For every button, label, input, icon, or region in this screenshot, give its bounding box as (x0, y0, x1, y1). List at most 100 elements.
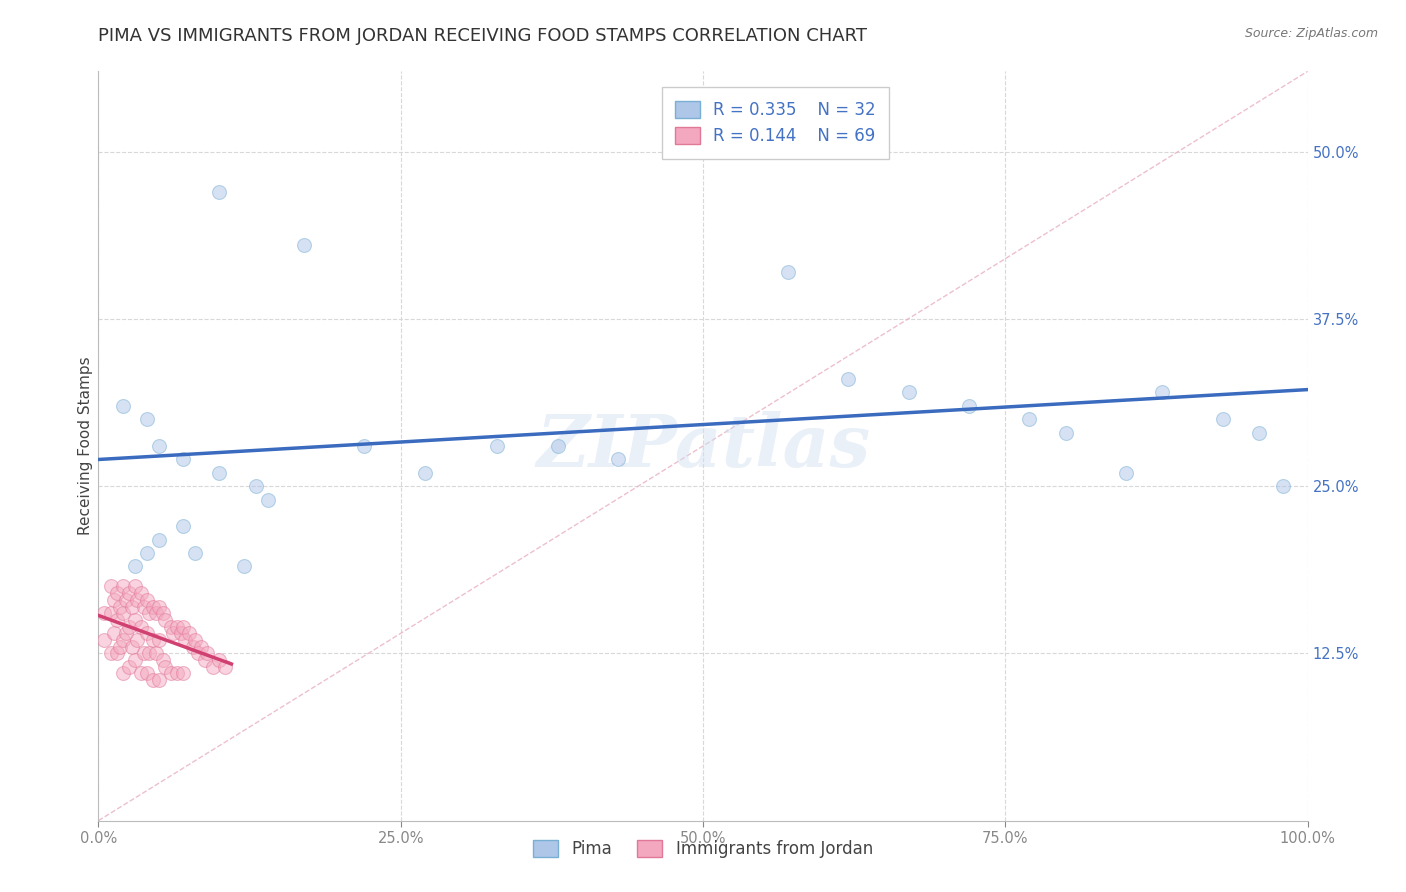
Point (1152, 385, 1174, 400)
Point (148, 439, 170, 453)
Point (121, 599, 143, 614)
Point (108, 599, 131, 614)
Point (292, 238, 315, 252)
Point (148, 673, 170, 688)
Point (208, 653, 231, 667)
Point (208, 185, 231, 199)
Point (152, 607, 174, 621)
Point (124, 580, 146, 594)
Point (103, 626, 125, 640)
Point (118, 660, 141, 674)
Point (1249, 425, 1271, 440)
Point (172, 452, 194, 467)
Point (118, 586, 141, 600)
Point (486, 439, 509, 453)
Point (166, 620, 188, 634)
Point (153, 660, 176, 674)
Point (129, 586, 152, 600)
Point (179, 626, 201, 640)
Point (184, 633, 207, 648)
Point (145, 646, 167, 660)
Point (135, 626, 157, 640)
Point (111, 580, 134, 594)
Point (124, 653, 146, 667)
Point (1272, 479, 1295, 493)
Text: PIMA VS IMMIGRANTS FROM JORDAN RECEIVING FOOD STAMPS CORRELATION CHART: PIMA VS IMMIGRANTS FROM JORDAN RECEIVING… (98, 27, 868, 45)
Point (152, 653, 174, 667)
Point (121, 640, 143, 654)
Point (103, 593, 125, 607)
Point (105, 646, 128, 660)
Point (138, 607, 160, 621)
Point (195, 646, 218, 660)
Point (208, 466, 231, 480)
Point (134, 599, 156, 614)
Point (111, 666, 134, 681)
Point (135, 593, 157, 607)
Point (547, 439, 569, 453)
Point (111, 633, 134, 648)
Point (716, 145, 738, 159)
Point (115, 626, 138, 640)
Point (174, 633, 197, 648)
Point (169, 626, 191, 640)
Point (142, 633, 165, 648)
Point (111, 607, 134, 621)
Point (172, 519, 194, 533)
Y-axis label: Receiving Food Stamps: Receiving Food Stamps (77, 357, 93, 535)
Text: ZIPatlas: ZIPatlas (536, 410, 870, 482)
Point (1018, 412, 1040, 426)
Point (127, 593, 149, 607)
Point (105, 613, 128, 627)
Point (256, 492, 278, 507)
Point (115, 593, 138, 607)
Point (124, 559, 146, 574)
Point (187, 646, 209, 660)
Point (184, 546, 207, 560)
Point (135, 412, 157, 426)
Point (100, 646, 122, 660)
Point (1212, 412, 1234, 426)
Point (142, 599, 165, 614)
Point (837, 372, 859, 386)
Point (194, 653, 217, 667)
Point (105, 586, 128, 600)
Point (162, 626, 184, 640)
Point (153, 613, 176, 627)
Point (118, 620, 141, 634)
Point (172, 666, 194, 681)
Point (138, 646, 160, 660)
Point (1115, 466, 1137, 480)
Point (124, 613, 146, 627)
Point (353, 439, 375, 453)
Point (232, 559, 254, 574)
Point (108, 640, 131, 654)
Point (129, 620, 152, 634)
Point (93, 607, 115, 621)
Point (957, 399, 980, 413)
Point (135, 546, 157, 560)
Point (129, 666, 152, 681)
Point (172, 620, 194, 634)
Point (148, 533, 170, 547)
Point (897, 385, 920, 400)
Point (190, 640, 212, 654)
Point (181, 640, 204, 654)
Point (245, 479, 267, 493)
Point (148, 633, 170, 648)
Point (134, 646, 156, 660)
Legend: Pima, Immigrants from Jordan: Pima, Immigrants from Jordan (526, 833, 880, 864)
Point (127, 633, 149, 648)
Point (776, 265, 799, 279)
Point (148, 599, 170, 614)
Point (607, 452, 630, 467)
Point (142, 673, 165, 688)
Point (93, 633, 115, 648)
Text: Source: ZipAtlas.com: Source: ZipAtlas.com (1244, 27, 1378, 40)
Point (135, 666, 157, 681)
Point (100, 580, 122, 594)
Point (166, 666, 188, 681)
Point (145, 607, 167, 621)
Point (111, 399, 134, 413)
Point (1054, 425, 1077, 440)
